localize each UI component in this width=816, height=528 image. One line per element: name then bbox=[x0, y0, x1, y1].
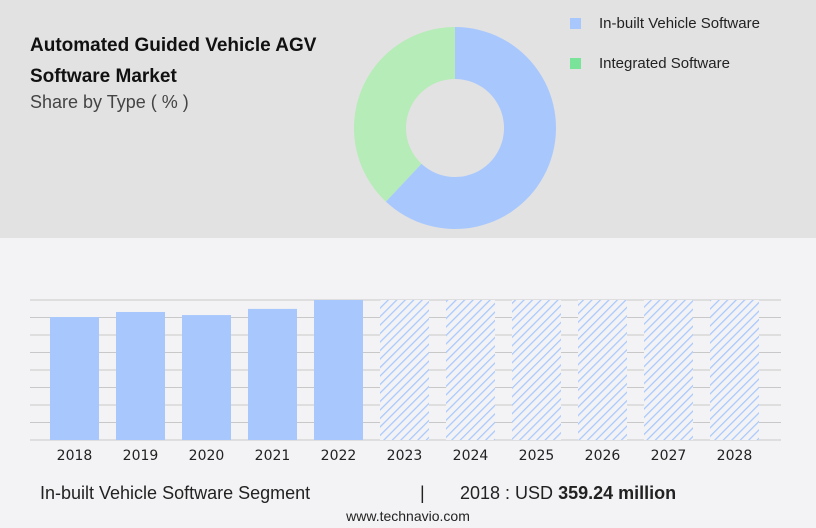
bar-2022 bbox=[314, 300, 363, 440]
bar-2018 bbox=[50, 317, 99, 440]
x-tick-label: 2026 bbox=[585, 448, 621, 464]
title-line-1: Automated Guided Vehicle AGV bbox=[30, 35, 317, 56]
bar-2028 bbox=[710, 300, 759, 440]
legend-item-integrated: Integrated Software bbox=[570, 55, 730, 72]
legend-item-inbuilt: In-built Vehicle Software bbox=[570, 15, 760, 32]
bar-2019 bbox=[116, 311, 165, 440]
bar-2027 bbox=[644, 300, 693, 440]
x-tick-label: 2027 bbox=[651, 448, 687, 464]
donut-slice-integrated bbox=[354, 27, 455, 202]
footer-segment: In-built Vehicle Software Segment bbox=[40, 483, 311, 503]
x-tick-label: 2022 bbox=[321, 448, 357, 464]
x-tick-label: 2020 bbox=[189, 448, 225, 464]
title-line-2: Software Market bbox=[30, 66, 177, 87]
x-tick-label: 2028 bbox=[717, 448, 753, 464]
bar-2020 bbox=[182, 315, 231, 440]
legend-swatch bbox=[570, 18, 581, 29]
legend-label: In-built Vehicle Software bbox=[599, 15, 760, 32]
site-url: www.technavio.com bbox=[346, 508, 470, 524]
footer-year-label: 2018 : USD bbox=[460, 483, 554, 503]
x-tick-label: 2019 bbox=[123, 448, 159, 464]
x-tick-label: 2021 bbox=[255, 448, 291, 464]
legend-swatch bbox=[570, 58, 581, 69]
legend-label: Integrated Software bbox=[599, 55, 730, 72]
bar-2023 bbox=[380, 300, 429, 440]
footer-value: 359.24 million bbox=[558, 483, 677, 503]
bar-2021 bbox=[248, 308, 297, 440]
footer-separator: | bbox=[420, 483, 425, 503]
chart-title: Automated Guided Vehicle AGV Software Mar… bbox=[30, 30, 316, 92]
bar-2026 bbox=[578, 300, 627, 440]
x-tick-label: 2018 bbox=[57, 448, 93, 464]
x-tick-label: 2024 bbox=[453, 448, 489, 464]
bar-2025 bbox=[512, 300, 561, 440]
chart-subtitle: Share by Type ( % ) bbox=[30, 92, 189, 112]
donut-slice-inbuilt bbox=[385, 27, 557, 229]
bar-2024 bbox=[446, 300, 495, 440]
x-tick-label: 2025 bbox=[519, 448, 555, 464]
footer-year: 2018 : USD 359.24 million bbox=[460, 483, 676, 504]
x-tick-label: 2023 bbox=[387, 448, 423, 464]
